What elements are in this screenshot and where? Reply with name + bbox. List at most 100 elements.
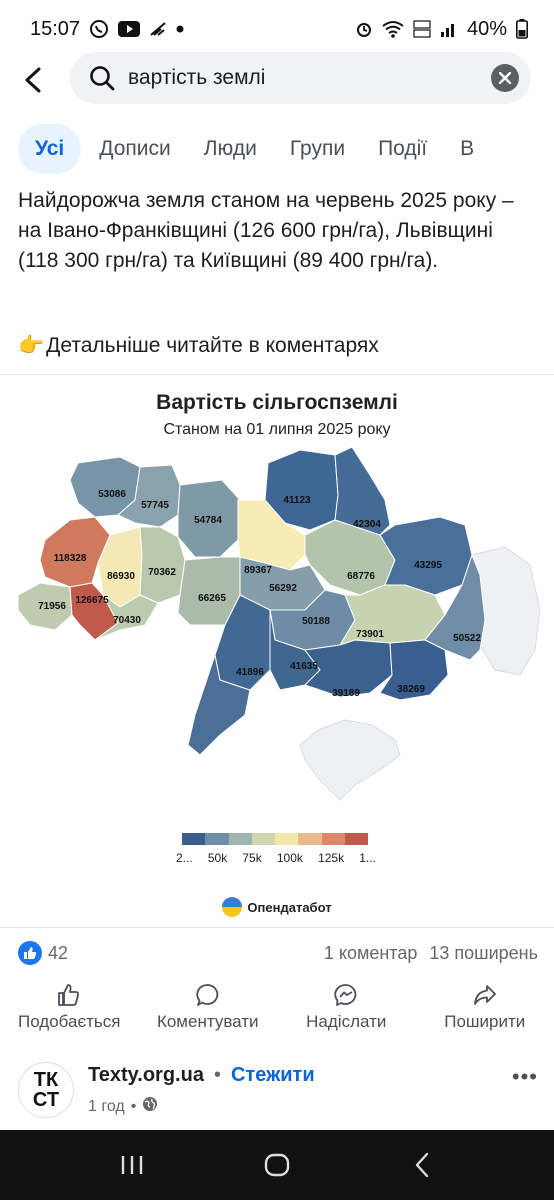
clear-search-button[interactable] (491, 64, 519, 92)
messenger-icon (333, 982, 359, 1008)
tab-all[interactable]: Усі (18, 124, 82, 174)
volte-icon (413, 19, 431, 39)
map-subtitle: Станом на 01 липня 2025 року (163, 421, 391, 438)
map-region-label: 70430 (113, 615, 141, 626)
author-avatar[interactable]: ТК СТ (18, 1062, 74, 1118)
post-image-map[interactable]: Вартість сільгоспземлі Станом на 01 липн… (0, 374, 554, 928)
legend-swatch (298, 833, 322, 845)
search-icon (88, 64, 116, 92)
reaction-count[interactable]: 42 (18, 941, 68, 965)
system-nav-bar (0, 1130, 554, 1200)
tab-more[interactable]: В (460, 137, 475, 160)
map-region (94, 594, 159, 641)
legend-label: 50k (207, 851, 228, 865)
recent-apps-icon (122, 1156, 143, 1174)
search-header: вартість землі (0, 52, 554, 108)
follow-button[interactable]: Стежити (230, 1064, 315, 1086)
map-region (139, 526, 186, 604)
post-cta-text: Детальніше читайте в коментарях (46, 334, 379, 357)
map-region-label: 68776 (347, 571, 375, 582)
pointing-hand-icon: 👉 (18, 334, 45, 357)
legend-swatch (205, 833, 229, 845)
separator-dot: • (130, 1097, 137, 1115)
comment-icon (195, 982, 221, 1008)
legend-label: 100k (276, 851, 303, 865)
share-icon (472, 982, 498, 1008)
recent-apps-button[interactable] (107, 1140, 157, 1190)
map-region-label: 50522 (453, 633, 481, 644)
alarm-icon (355, 20, 373, 38)
home-icon (264, 1153, 290, 1177)
reactions-bar: 42 1 коментар 13 поширень (18, 936, 538, 970)
back-arrow-icon (25, 67, 41, 93)
legend-label: 1... (359, 851, 376, 865)
tab-events[interactable]: Події (378, 137, 428, 160)
tab-groups[interactable]: Групи (289, 137, 346, 160)
comment-button[interactable]: Коментувати (143, 982, 273, 1042)
home-button[interactable] (252, 1140, 302, 1190)
tab-posts[interactable]: Дописи (99, 137, 171, 160)
map-source-text: Опендатабот (247, 899, 332, 915)
post-text: Найдорожча земля станом на червень 2025 … (18, 189, 514, 272)
map-region-label: 39189 (332, 688, 360, 699)
like-reaction-icon (18, 941, 42, 965)
map-region-label: 41635 (290, 661, 318, 672)
opendatabot-logo-icon (222, 897, 243, 917)
search-tabs: Усі Дописи Люди Групи Події В (0, 123, 554, 175)
battery-icon (516, 19, 528, 39)
notification-dot-icon (176, 25, 184, 33)
legend-swatch (275, 833, 299, 845)
like-button-label: Подобається (18, 1012, 121, 1031)
map-legend-labels: 2... 50k 75k 100k 125k 1... (176, 851, 376, 865)
back-button[interactable] (8, 54, 60, 106)
ukraine-map: 53086 57745 54784 41123 42304 118328 86930 7036… (17, 446, 541, 801)
shares-count[interactable]: 13 поширень (429, 942, 538, 963)
map-region-label: 41896 (236, 667, 264, 678)
separator-dot: • (213, 1064, 221, 1086)
map-title: Вартість сільгоспземлі (156, 391, 398, 414)
map-region-label: 57745 (141, 500, 169, 511)
search-query[interactable]: вартість землі (128, 66, 266, 89)
status-time: 15:07 (30, 17, 81, 40)
back-nav-button[interactable] (397, 1140, 447, 1190)
post-cta[interactable]: 👉 Детальніше читайте в коментарях (18, 334, 379, 358)
author-name[interactable]: Texty.org.ua (88, 1064, 204, 1086)
map-region-label: 73901 (356, 629, 384, 640)
post-time[interactable]: 1 год (88, 1097, 125, 1115)
comment-button-label: Коментувати (156, 1012, 259, 1031)
map-region-label: 56292 (269, 583, 297, 594)
map-region-label: 53086 (98, 489, 126, 500)
cell-signal-icon (440, 20, 458, 38)
send-button[interactable]: Надіслати (281, 982, 411, 1042)
more-options-button[interactable]: ••• (511, 1064, 538, 1089)
back-nav-icon (415, 1152, 428, 1178)
status-bar: 15:07 40% (0, 0, 554, 58)
comments-count[interactable]: 1 коментар (323, 942, 418, 963)
map-region-label: 43295 (414, 560, 442, 571)
map-region-label: 42304 (353, 519, 381, 530)
map-region (39, 516, 111, 588)
send-button-label: Надіслати (306, 1012, 387, 1031)
map-region (304, 639, 393, 698)
map-region (379, 639, 449, 701)
legend-swatch (251, 833, 275, 845)
map-region-label: 86930 (107, 571, 135, 582)
map-region-label: 126675 (75, 595, 109, 606)
map-region-label: 70362 (148, 567, 176, 578)
search-input[interactable]: вартість землі (70, 52, 531, 104)
share-button[interactable]: Поширити (420, 982, 550, 1042)
map-region-label: 89367 (244, 565, 272, 576)
legend-label: 125k (318, 851, 345, 865)
youtube-icon (118, 21, 141, 37)
signal-slash-icon (149, 21, 167, 37)
map-region-label: 41123 (283, 495, 311, 506)
legend-label: 75k (242, 851, 262, 865)
next-post-header: ТК СТ Texty.org.ua • Стежити 1 год • ••• (0, 1058, 554, 1128)
map-legend (182, 833, 368, 845)
reaction-count-text: 42 (48, 942, 69, 963)
tab-people[interactable]: Люди (203, 137, 257, 160)
like-button[interactable]: Подобається (4, 982, 134, 1042)
battery-percent: 40% (466, 17, 507, 40)
map-region (237, 499, 306, 571)
legend-swatch (228, 833, 252, 845)
